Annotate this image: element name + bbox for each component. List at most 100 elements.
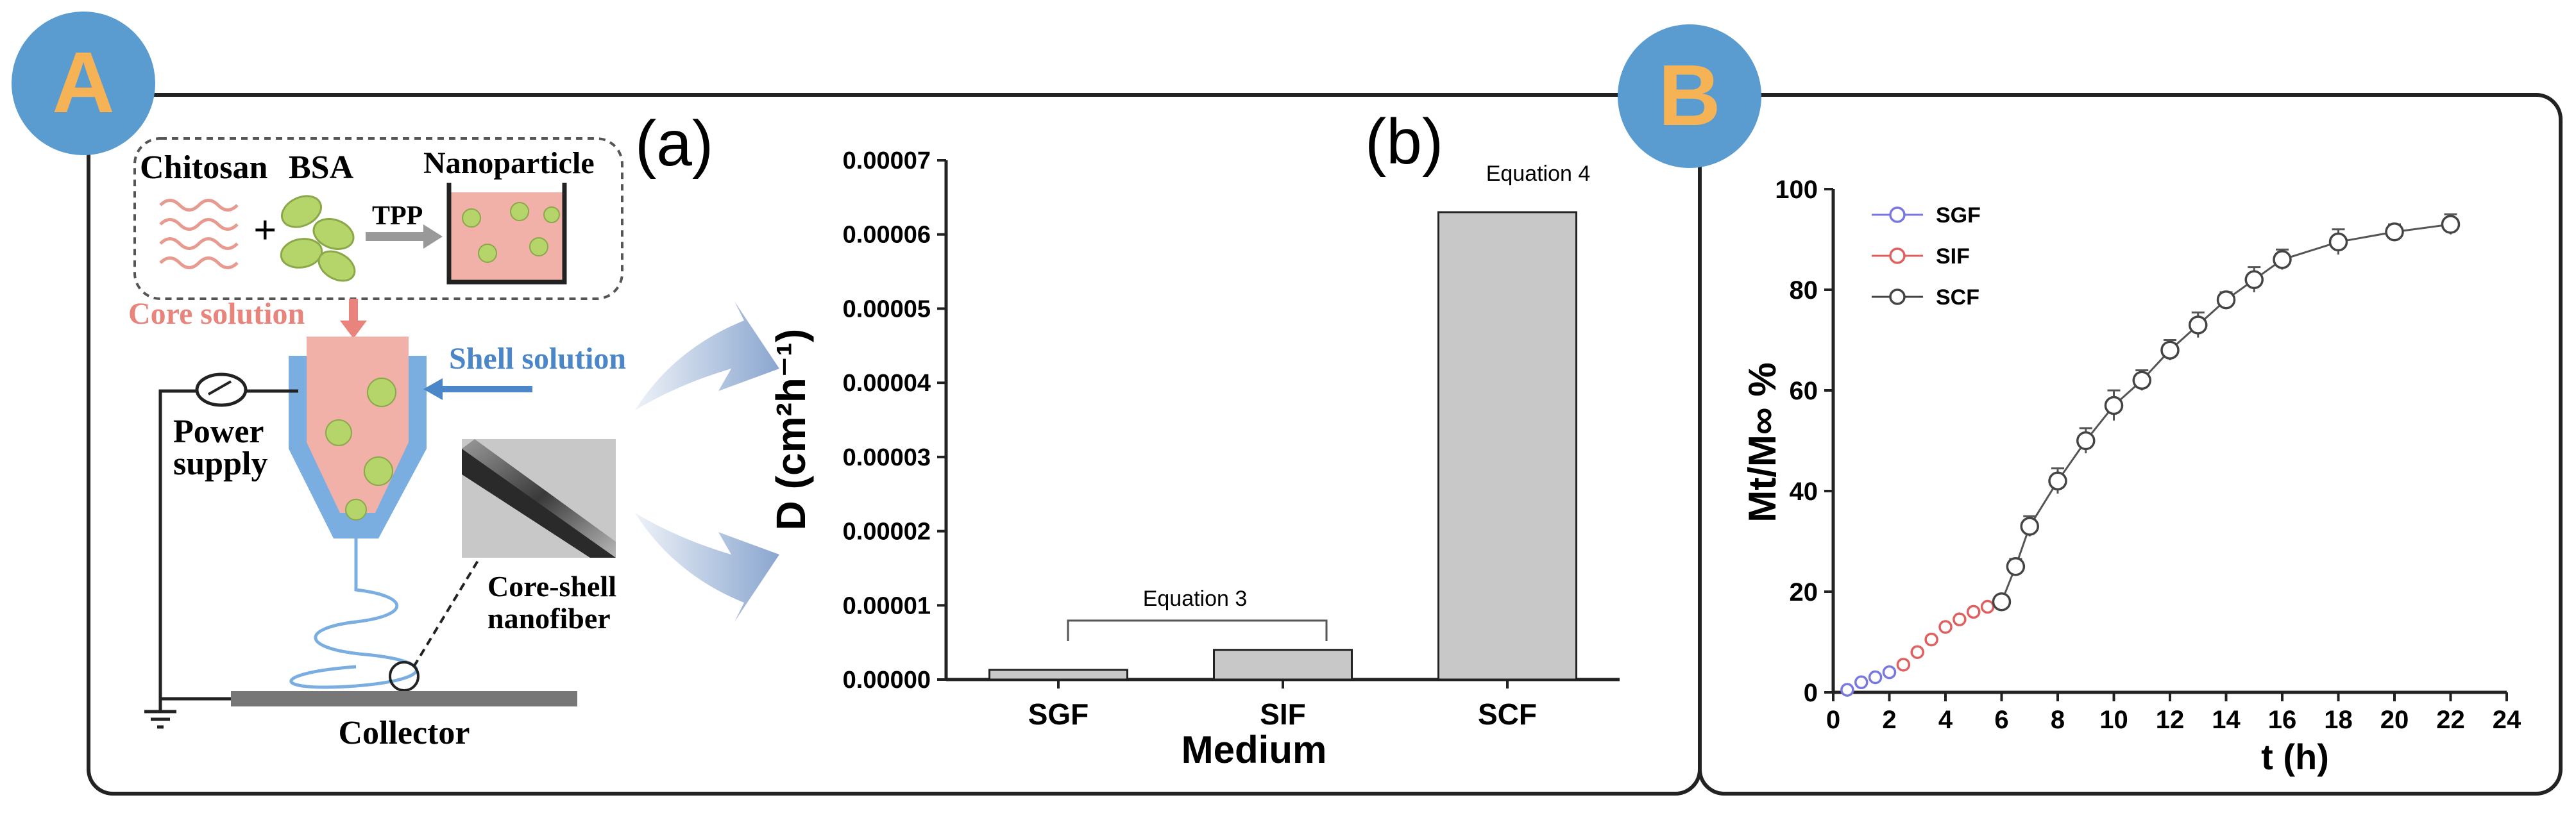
power-meter-icon	[195, 372, 248, 407]
nanoparticle-label: Nanoparticle	[423, 146, 595, 180]
shell-solution-label: Shell solution	[449, 342, 626, 376]
scf-point	[2216, 290, 2236, 310]
collector-label: Collector	[338, 715, 470, 751]
sgf-point	[1882, 665, 1897, 680]
bar-sgf	[988, 669, 1128, 681]
scf-point	[2048, 471, 2067, 491]
diffusion-bar-chart: (b) D (cm²h⁻¹) Medium 0.00000 0.00001 0.00…	[768, 106, 1620, 771]
line-x-tick-label: 16	[2268, 706, 2297, 734]
scf-point	[2244, 270, 2264, 290]
power-label-2: supply	[173, 446, 267, 482]
legend-label: SCF	[1936, 285, 1979, 310]
legend-label: SIF	[1936, 244, 1970, 269]
bar-y-tick-label: 0.00001	[843, 592, 931, 619]
svg-text:B: B	[1658, 47, 1721, 144]
legend-marker	[1889, 247, 1906, 264]
schematic-label: (a)	[635, 108, 713, 179]
ground-icon	[144, 699, 176, 729]
scf-point	[2104, 396, 2124, 415]
nanoparticle-box	[133, 137, 623, 300]
legend-marker	[1889, 288, 1906, 305]
scf-point	[2441, 215, 2461, 234]
spinneret-icon	[289, 337, 427, 538]
scf-point	[2132, 371, 2151, 390]
svg-text:A: A	[52, 34, 115, 131]
line-y-tick-label: 0	[1804, 679, 1818, 707]
core-solution-label: Core solution	[128, 297, 305, 331]
plus-sign: +	[253, 207, 276, 253]
bar-category-label: SGF	[1028, 697, 1089, 731]
line-x-tick-label: 12	[2156, 706, 2185, 734]
electrospinning-jet	[289, 538, 418, 689]
scf-point	[1992, 592, 2012, 612]
scf-point	[2328, 232, 2348, 252]
bar-xlabel: Medium	[1182, 728, 1327, 771]
bar-y-tick-label: 0.00000	[843, 667, 931, 694]
line-x-tick-label: 6	[1994, 706, 2008, 734]
eq3-annotation: Equation 3	[1143, 587, 1248, 611]
chitosan-label: Chitosan	[140, 149, 267, 186]
sgf-point	[1854, 675, 1868, 690]
sgf-point	[1840, 683, 1854, 697]
sem-micrograph	[462, 439, 616, 558]
line-x-tick-label: 22	[2436, 706, 2465, 734]
core-arrow-icon	[340, 299, 367, 338]
scf-point	[2076, 431, 2096, 451]
legend-label: SGF	[1936, 203, 1981, 228]
scf-point	[2160, 340, 2180, 360]
line-y-tick-label: 20	[1790, 578, 1818, 606]
collector-plate	[231, 691, 577, 706]
sif-point	[1938, 620, 1953, 634]
tpp-label: TPP	[372, 201, 423, 231]
line-x-tick-label: 14	[2212, 706, 2241, 734]
sif-point	[1924, 632, 1938, 647]
line-x-tick-label: 10	[2099, 706, 2128, 734]
scf-point	[2189, 315, 2208, 335]
bar-sif	[1213, 649, 1353, 681]
sif-point	[1953, 612, 1967, 626]
shell-arrow-icon	[423, 378, 532, 400]
sif-point	[1980, 599, 1995, 614]
badge-a: A	[12, 12, 155, 155]
line-y-tick-label: 60	[1790, 377, 1818, 405]
line-xlabel: t (h)	[2261, 737, 2329, 777]
bar-y-tick-label: 0.00005	[843, 296, 931, 322]
bar-chart-label: (b)	[1365, 106, 1443, 178]
sif-point	[1910, 645, 1924, 659]
eq3-bracket	[1067, 619, 1328, 641]
fiber-label-1: Core-shell	[487, 570, 616, 603]
arrow-icon	[635, 301, 779, 410]
nanoparticle-beaker-icon	[446, 183, 567, 285]
bsa-label: BSA	[289, 149, 354, 186]
bar-y-tick-label: 0.00004	[843, 370, 931, 397]
sif-point	[1896, 658, 1911, 672]
sgf-point	[1868, 670, 1883, 685]
power-label-1: Power	[173, 413, 264, 450]
bar-ylabel: D (cm²h⁻¹)	[768, 329, 814, 531]
line-y-tick-label: 40	[1790, 478, 1818, 506]
line-x-tick-label: 8	[2051, 706, 2065, 734]
line-x-tick-label: 24	[2493, 706, 2521, 734]
line-y-tick-label: 100	[1775, 176, 1818, 204]
line-legend: SGF SIF SCF	[1872, 203, 1981, 310]
zoom-pointer	[412, 544, 489, 668]
fiber-focus-circle	[389, 661, 419, 692]
bar-y-tick-label: 0.00006	[843, 222, 931, 249]
line-x-tick-label: 2	[1882, 706, 1896, 734]
scf-point	[2020, 517, 2039, 536]
bar-scf	[1437, 211, 1577, 681]
bar-y-tick-label: 0.00003	[843, 444, 931, 471]
fiber-label-2: nanofiber	[487, 602, 611, 635]
bar-category-label: SCF	[1478, 697, 1537, 731]
bar-y-tick-label: 0.00002	[843, 519, 931, 546]
sif-point	[1967, 605, 1981, 619]
scf-point	[2006, 557, 2026, 576]
scf-point	[2385, 222, 2404, 242]
line-x-tick-label: 0	[1826, 706, 1840, 734]
line-x-tick-label: 20	[2380, 706, 2409, 734]
chitosan-icon	[159, 199, 239, 269]
line-x-tick-label: 18	[2324, 706, 2353, 734]
line-x-tick-label: 4	[1938, 706, 1953, 734]
bar-category-label: SIF	[1260, 697, 1306, 731]
